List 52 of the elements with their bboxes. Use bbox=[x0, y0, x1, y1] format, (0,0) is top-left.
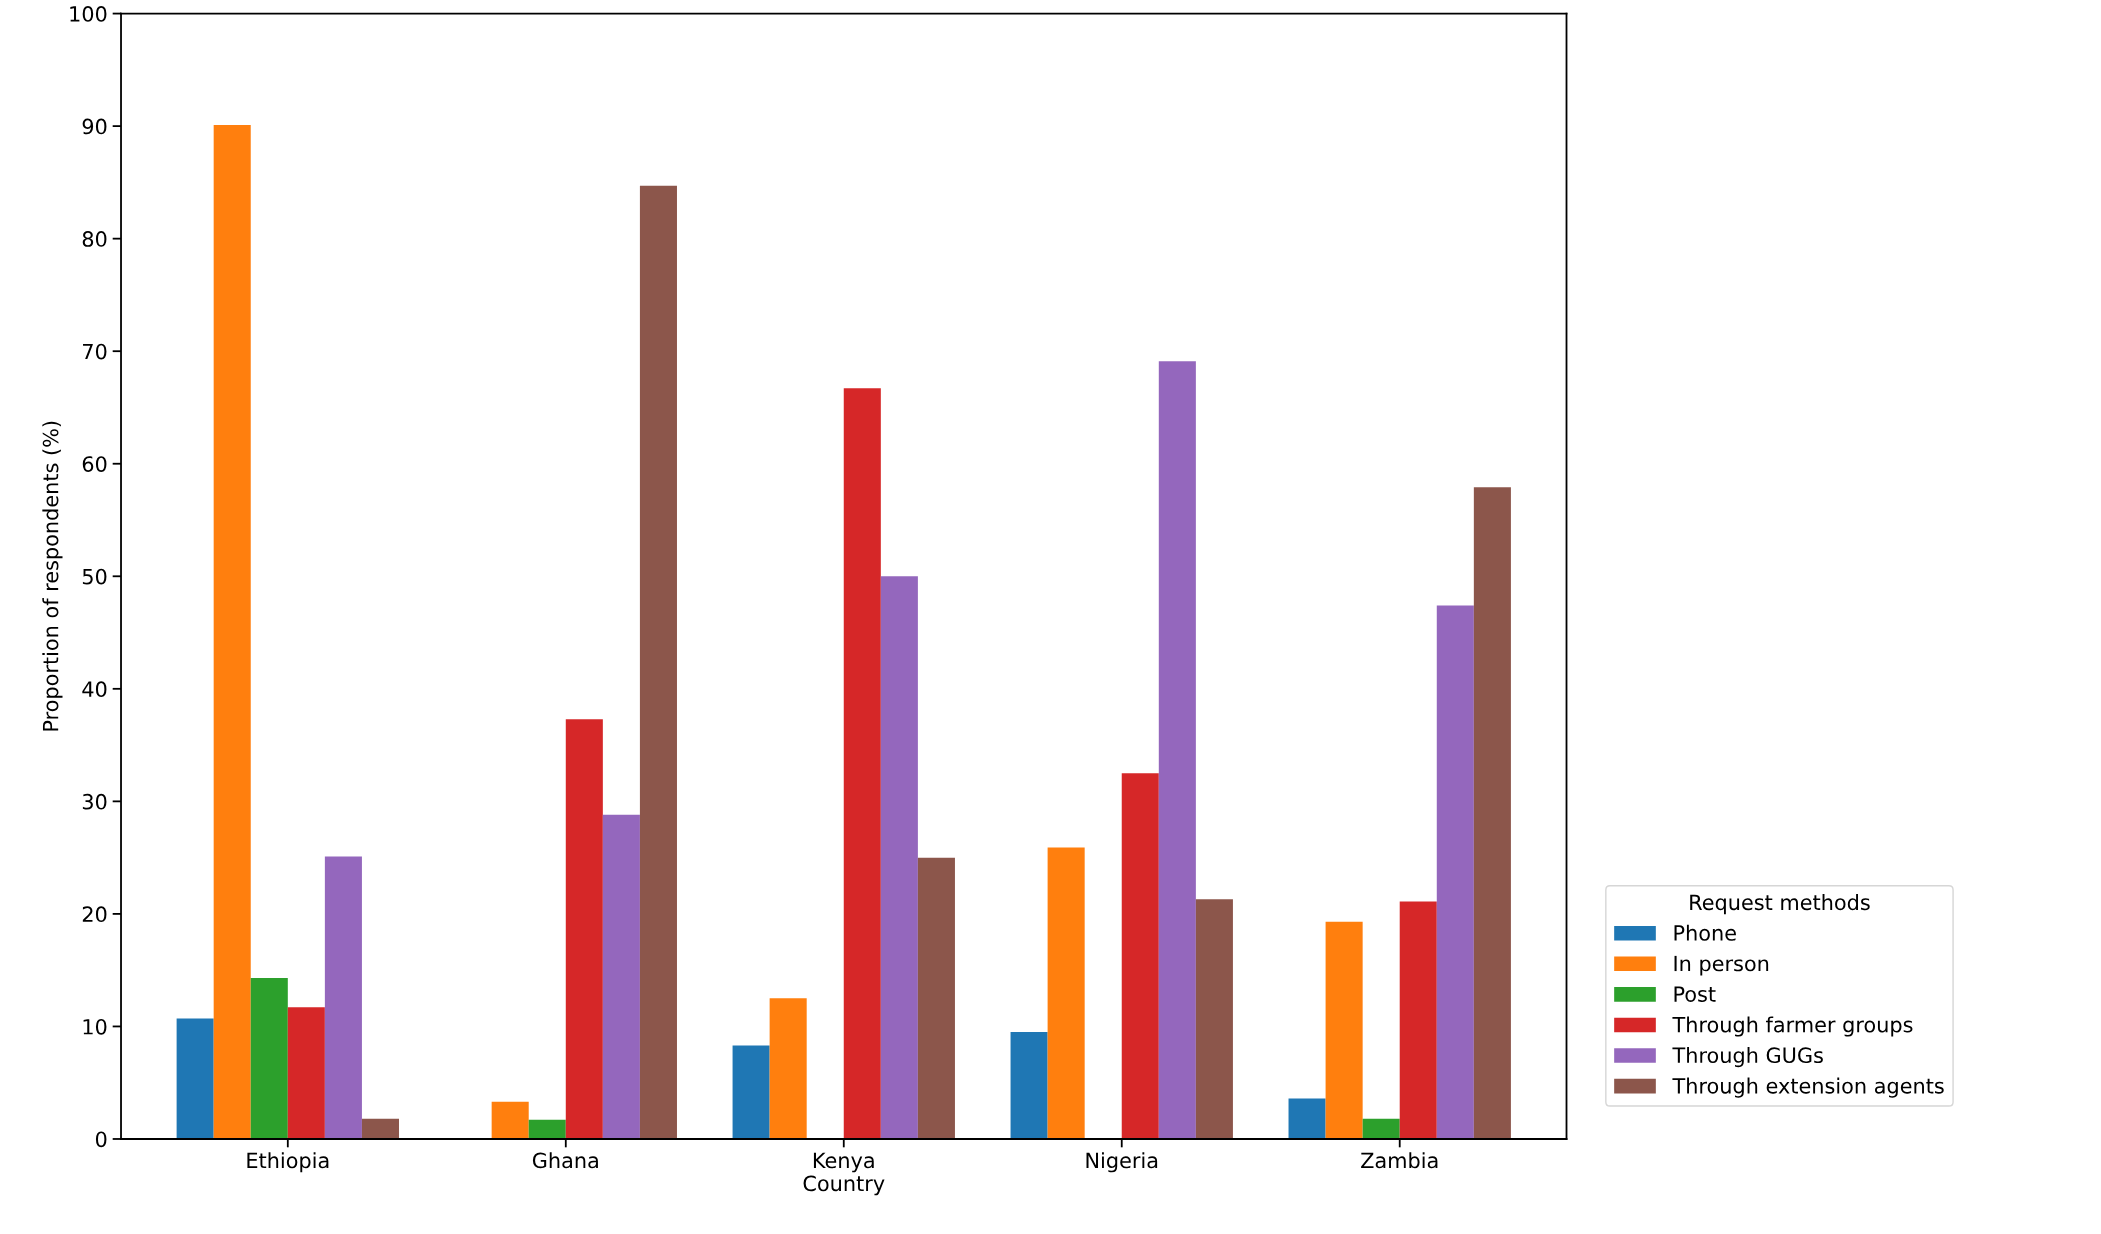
y-tick-label: 80 bbox=[82, 231, 107, 247]
bar bbox=[769, 998, 807, 1139]
legend-label: Through extension agents bbox=[1672, 1077, 1944, 1098]
bar bbox=[732, 1045, 770, 1139]
bar bbox=[324, 856, 362, 1139]
bar bbox=[1121, 773, 1159, 1139]
bar bbox=[1288, 1098, 1326, 1139]
legend-title: Request methods bbox=[1690, 894, 1870, 915]
y-tick-label: 40 bbox=[82, 681, 107, 698]
bar bbox=[880, 576, 918, 1139]
x-tick-label: Ghana bbox=[532, 1152, 598, 1169]
bar bbox=[491, 1101, 529, 1139]
y-tick-label: 50 bbox=[82, 568, 107, 585]
y-axis-title: Proportion of respondents (%) bbox=[42, 421, 63, 731]
bar bbox=[1473, 487, 1511, 1139]
bar bbox=[1158, 361, 1196, 1139]
y-tick-label: 10 bbox=[83, 1018, 107, 1035]
bar bbox=[1010, 1032, 1048, 1139]
y-tick-label: 60 bbox=[82, 456, 107, 472]
legend-label: In person bbox=[1674, 955, 1769, 976]
bar bbox=[528, 1119, 566, 1139]
bar bbox=[639, 185, 677, 1139]
legend-label: Through GUGs bbox=[1672, 1046, 1823, 1068]
bar bbox=[1436, 605, 1474, 1139]
x-tick-label: Nigeria bbox=[1086, 1152, 1158, 1173]
y-tick-label: 20 bbox=[82, 906, 107, 923]
bar bbox=[1195, 899, 1233, 1139]
x-tick-label: Zambia bbox=[1361, 1152, 1438, 1169]
bar bbox=[602, 814, 640, 1139]
y-tick-label: 100 bbox=[70, 6, 107, 22]
legend-label: Post bbox=[1674, 986, 1716, 1002]
bar bbox=[213, 124, 251, 1139]
bar bbox=[361, 1118, 399, 1139]
bar bbox=[176, 1018, 214, 1139]
legend-label: Through farmer groups bbox=[1672, 1016, 1913, 1037]
bar bbox=[287, 1007, 325, 1139]
bar bbox=[250, 978, 288, 1139]
bar bbox=[565, 719, 603, 1139]
legend-label: Phone bbox=[1674, 924, 1736, 941]
x-tick-label: Kenya bbox=[813, 1152, 874, 1173]
x-axis-title: Country bbox=[803, 1175, 885, 1196]
bar bbox=[917, 857, 955, 1139]
bar bbox=[1399, 901, 1437, 1139]
y-tick-label: 0 bbox=[95, 1131, 107, 1148]
bar bbox=[1325, 921, 1363, 1139]
bar bbox=[1362, 1118, 1400, 1139]
x-tick-label: Ethiopia bbox=[247, 1152, 329, 1173]
bar bbox=[843, 388, 881, 1139]
y-tick-label: 70 bbox=[83, 343, 107, 360]
y-tick-label: 30 bbox=[82, 793, 107, 810]
y-tick-label: 90 bbox=[82, 118, 107, 135]
bar bbox=[1047, 847, 1085, 1139]
